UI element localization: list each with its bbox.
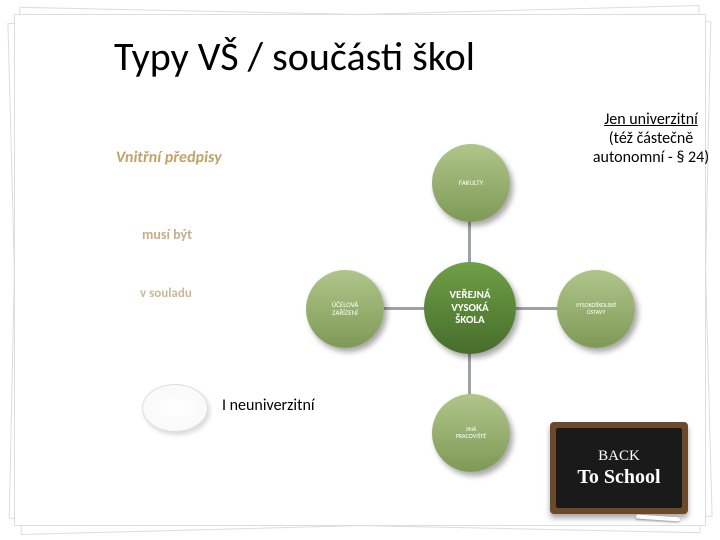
- chalk-stick: [636, 514, 680, 521]
- node-center: VEŘEJNÁ VYSOKÁ ŠKOLA: [424, 262, 516, 354]
- annotation-right-line3: autonomní - § 24): [593, 148, 709, 167]
- connector-left: [382, 307, 426, 310]
- chalkboard-inner: BACK To School: [556, 428, 682, 508]
- annotation-universitni: Jen univerzitní (též částečně autonomní …: [576, 110, 720, 167]
- exclamation-line-3: v souladu: [140, 286, 192, 301]
- node-jina-label: JINÁ PRACOVIŠTĚ: [456, 426, 486, 440]
- chalkboard-frame: BACK To School: [550, 422, 688, 514]
- chalkboard-image: BACK To School: [550, 422, 688, 518]
- exclamation-dot: [142, 384, 208, 432]
- node-ucelova-label: ÚČELOVÁ ZAŘÍZENÍ: [332, 301, 359, 317]
- chalkboard-line2: To School: [577, 466, 660, 488]
- chalkboard-line1: BACK: [598, 448, 640, 465]
- node-jina: JINÁ PRACOVIŠTĚ: [432, 394, 510, 472]
- node-ustavy: VYSOKOŠKOLSKÉ ÚSTAVY: [557, 270, 635, 348]
- slide: Typy VŠ / součásti škol Vnitřní předpisy…: [0, 0, 720, 540]
- slide-content: Typy VŠ / součásti škol Vnitřní předpisy…: [14, 14, 706, 526]
- node-center-label: VEŘEJNÁ VYSOKÁ ŠKOLA: [450, 289, 491, 327]
- node-ustavy-label: VYSOKOŠKOLSKÉ ÚSTAVY: [576, 302, 617, 316]
- node-ucelova: ÚČELOVÁ ZAŘÍZENÍ: [306, 270, 384, 348]
- annotation-right-line1: Jen univerzitní: [604, 110, 698, 129]
- exclamation-line-1: Vnitřní předpisy: [115, 148, 223, 167]
- node-fakulty: FAKULTY: [432, 144, 510, 222]
- connector-bottom: [468, 352, 471, 396]
- connector-right: [514, 307, 558, 310]
- annotation-neuniverzitni: I neuniverzitní: [222, 396, 315, 415]
- node-fakulty-label: FAKULTY: [459, 179, 483, 187]
- exclamation-line-2: musí být: [142, 226, 192, 243]
- connector-top: [468, 220, 471, 264]
- slide-title: Typy VŠ / součásti škol: [114, 32, 475, 81]
- annotation-right-line2: (též částečně: [609, 129, 693, 148]
